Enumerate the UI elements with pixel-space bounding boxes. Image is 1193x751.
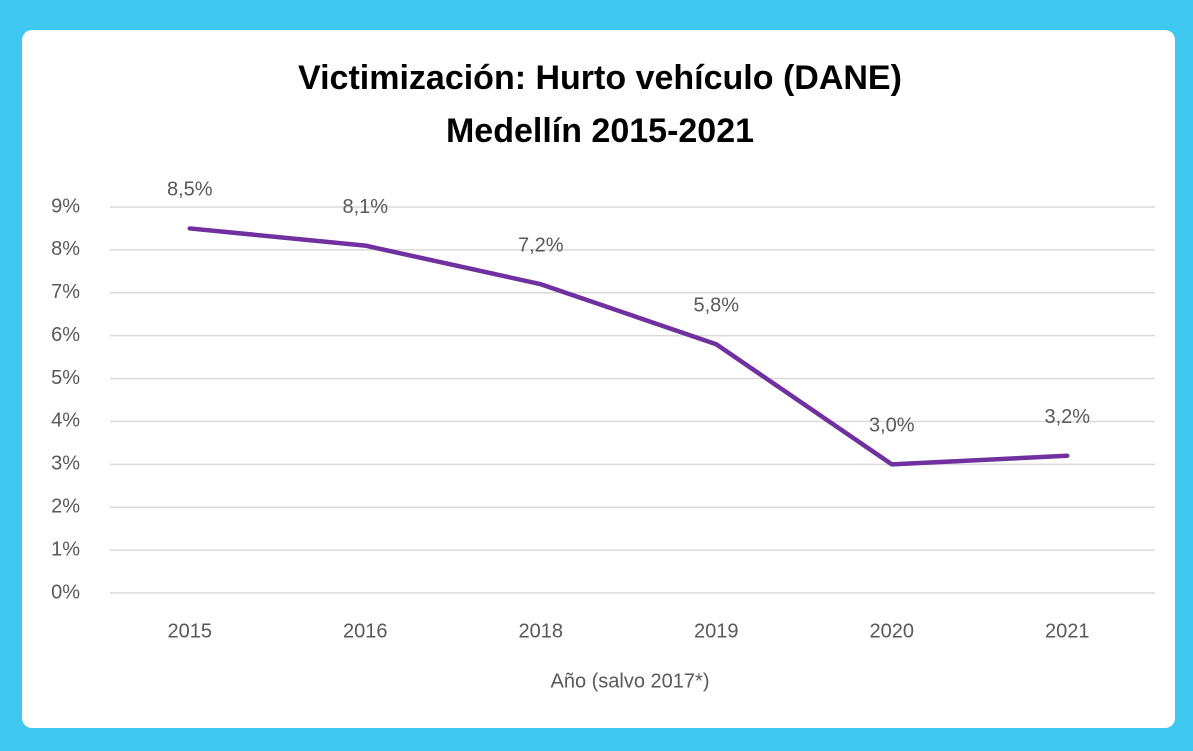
y-tick-label: 8%	[51, 238, 80, 260]
y-tick-label: 7%	[51, 281, 80, 303]
data-line	[187, 226, 1070, 467]
x-tick-label: 2016	[343, 620, 388, 642]
x-tick-label: 2015	[168, 620, 213, 642]
y-tick-label: 3%	[51, 453, 80, 475]
data-label: 5,8%	[693, 295, 739, 317]
y-tick-label: 2%	[51, 496, 80, 518]
y-tick-label: 1%	[51, 538, 80, 560]
y-tick-label: 9%	[51, 195, 80, 217]
chart-subtitle: Medellín 2015-2021	[446, 112, 754, 150]
data-label: 8,1%	[342, 196, 388, 218]
y-tick-label: 6%	[51, 324, 80, 346]
y-tick-label: 5%	[51, 367, 80, 389]
x-axis-label: Año (salvo 2017*)	[551, 670, 710, 692]
data-label: 3,0%	[869, 415, 915, 437]
data-label: 3,2%	[1044, 406, 1090, 428]
x-tick-label: 2020	[870, 620, 915, 642]
y-tick-label: 0%	[51, 581, 80, 603]
data-label: 8,5%	[167, 179, 213, 201]
x-tick-label: 2018	[519, 620, 564, 642]
x-tick-label: 2021	[1045, 620, 1090, 642]
data-label: 7,2%	[518, 234, 564, 256]
chart-title: Victimización: Hurto vehículo (DANE)	[298, 59, 902, 97]
x-tick-label: 2019	[694, 620, 739, 642]
y-tick-label: 4%	[51, 410, 80, 432]
